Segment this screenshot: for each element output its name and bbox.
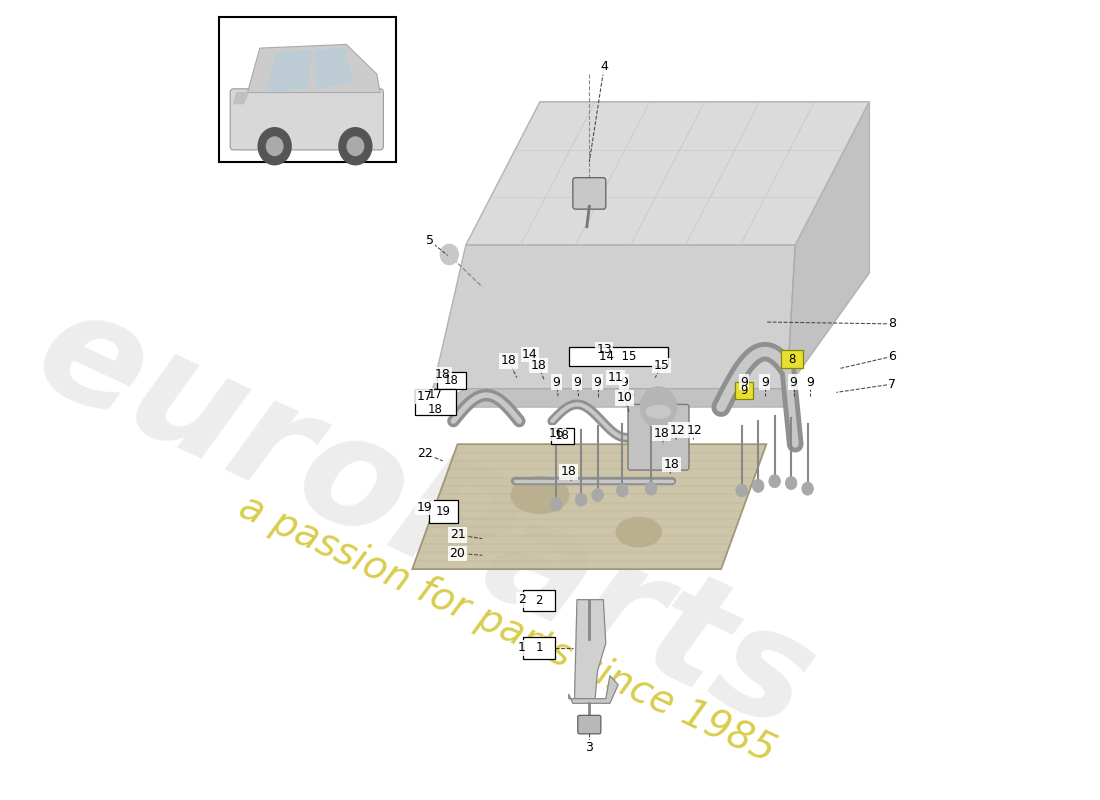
Text: 18: 18	[653, 426, 670, 439]
FancyBboxPatch shape	[578, 715, 601, 734]
Text: 9: 9	[740, 376, 748, 389]
Text: 17: 17	[417, 390, 432, 402]
Circle shape	[785, 477, 796, 490]
FancyBboxPatch shape	[230, 89, 384, 150]
Text: 6: 6	[889, 350, 896, 362]
Text: euroParts: euroParts	[13, 274, 836, 762]
Circle shape	[802, 482, 813, 495]
Circle shape	[348, 137, 364, 155]
Text: 19: 19	[436, 505, 451, 518]
Bar	[735, 382, 754, 399]
Text: 9: 9	[573, 376, 581, 389]
Circle shape	[592, 489, 603, 502]
Text: 7: 7	[889, 378, 896, 390]
Text: 3: 3	[585, 742, 593, 754]
Circle shape	[640, 387, 676, 427]
FancyBboxPatch shape	[573, 178, 606, 209]
Text: a passion for parts since 1985: a passion for parts since 1985	[233, 488, 781, 770]
Text: 9: 9	[790, 376, 798, 389]
Text: 18: 18	[561, 466, 576, 478]
Text: 1: 1	[536, 642, 542, 654]
Polygon shape	[569, 675, 618, 703]
Polygon shape	[465, 102, 869, 246]
Bar	[524, 637, 554, 659]
Text: 12: 12	[686, 424, 703, 437]
Text: 18: 18	[434, 368, 451, 382]
Circle shape	[575, 494, 586, 506]
Text: 2: 2	[536, 594, 542, 607]
Ellipse shape	[646, 406, 671, 418]
Bar	[437, 372, 465, 389]
Text: 9: 9	[761, 376, 769, 389]
Circle shape	[440, 244, 459, 265]
Text: 1: 1	[518, 642, 526, 654]
Circle shape	[616, 484, 628, 497]
Text: 18: 18	[500, 354, 517, 367]
Text: 18: 18	[556, 430, 570, 442]
Text: 18: 18	[444, 374, 459, 387]
Text: 17
18: 17 18	[428, 388, 443, 416]
Text: 2: 2	[518, 593, 526, 606]
Text: 14: 14	[522, 348, 538, 361]
Circle shape	[736, 484, 748, 497]
Text: 14  15: 14 15	[600, 350, 637, 362]
Text: 5: 5	[426, 234, 433, 247]
Text: 9: 9	[740, 384, 748, 397]
Circle shape	[266, 137, 283, 155]
Text: 12: 12	[670, 424, 685, 437]
Text: 15: 15	[653, 359, 670, 372]
Polygon shape	[432, 246, 795, 389]
Polygon shape	[316, 48, 352, 88]
Polygon shape	[412, 444, 767, 569]
Bar	[219, 17, 396, 162]
Text: 9: 9	[552, 376, 560, 389]
Text: 10: 10	[617, 391, 632, 405]
Text: 18: 18	[530, 359, 547, 372]
Text: 9: 9	[806, 376, 814, 389]
Circle shape	[769, 474, 780, 488]
Polygon shape	[786, 102, 869, 389]
Polygon shape	[432, 389, 795, 407]
Circle shape	[339, 128, 372, 165]
Polygon shape	[233, 93, 249, 104]
Ellipse shape	[512, 477, 569, 514]
Circle shape	[646, 482, 657, 495]
Text: 20: 20	[450, 547, 465, 560]
Text: 4: 4	[601, 60, 608, 73]
Text: 9: 9	[620, 376, 628, 389]
Text: 13: 13	[596, 343, 612, 356]
Circle shape	[752, 479, 763, 492]
Text: 22: 22	[417, 447, 432, 460]
Bar	[429, 500, 458, 523]
Text: 11: 11	[608, 371, 624, 384]
Text: 9: 9	[594, 376, 602, 389]
Text: 8: 8	[789, 353, 795, 366]
Polygon shape	[574, 600, 606, 698]
Bar	[551, 427, 574, 444]
Text: 16: 16	[549, 426, 564, 439]
Bar	[415, 389, 455, 414]
Polygon shape	[266, 50, 311, 90]
Ellipse shape	[616, 518, 661, 547]
FancyBboxPatch shape	[628, 405, 689, 470]
Circle shape	[258, 128, 292, 165]
Text: 18: 18	[663, 458, 680, 471]
Bar	[569, 347, 668, 366]
Circle shape	[551, 498, 562, 511]
Polygon shape	[248, 45, 381, 93]
Text: 21: 21	[450, 528, 465, 542]
Text: 8: 8	[889, 318, 896, 330]
Bar	[524, 590, 554, 610]
Bar	[781, 350, 803, 368]
Text: 19: 19	[417, 501, 432, 514]
